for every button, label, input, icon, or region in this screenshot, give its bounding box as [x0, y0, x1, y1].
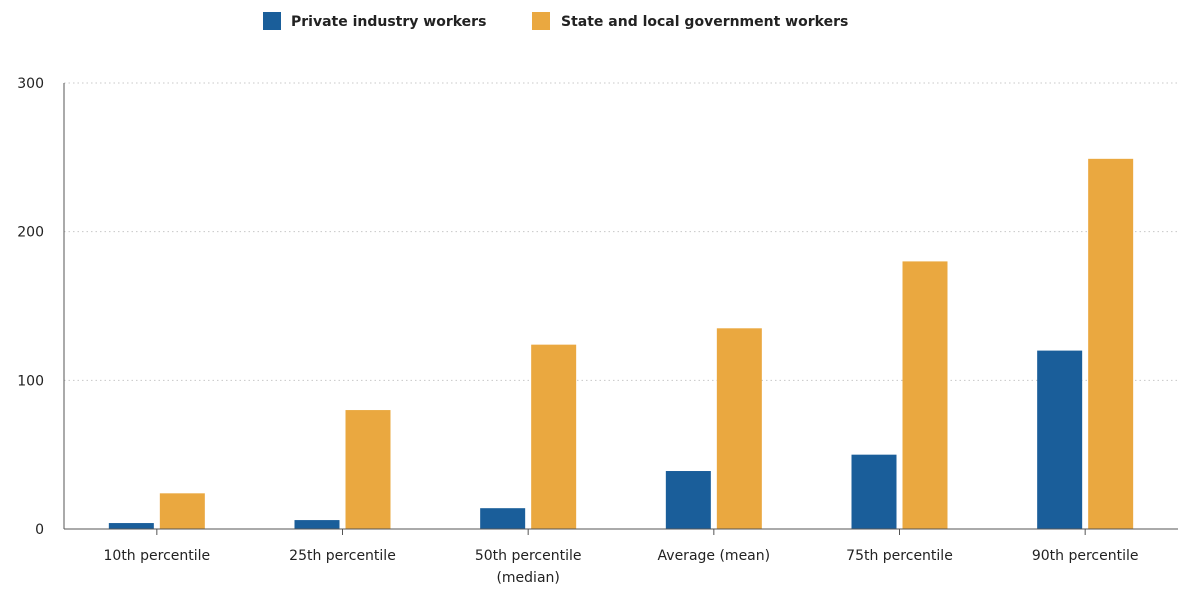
bar-state-local-5 [1088, 158, 1134, 529]
bar-state-local-3 [716, 328, 762, 529]
legend-label-state-local-government: State and local government workers [561, 14, 848, 30]
x-tick-label-5: 90th percentile [1032, 548, 1139, 564]
bar-state-local-4 [902, 261, 948, 529]
y-tick-label-100: 100 [17, 373, 44, 389]
bar-private-2 [480, 508, 526, 529]
x-tick-label-2: 50th percentile (median) [475, 548, 582, 586]
x-tick-label-3: Average (mean) [658, 548, 771, 564]
y-tick-label-200: 200 [17, 225, 44, 241]
bars [108, 158, 1134, 529]
x-tick-label-4: 75th percentile [846, 548, 953, 564]
bar-state-local-2 [531, 344, 577, 529]
legend-label-private-industry: Private industry workers [291, 14, 486, 30]
x-tick-label-1: 25th percentile [289, 548, 396, 564]
bar-private-3 [665, 471, 711, 529]
bar-private-1 [294, 520, 340, 529]
y-tick-label-0: 0 [35, 522, 44, 538]
bar-private-5 [1037, 350, 1083, 529]
y-tick-label-300: 300 [17, 76, 44, 92]
bar-state-local-0 [159, 493, 205, 529]
bar-state-local-1 [345, 410, 391, 529]
legend: Private industry workers State and local… [263, 12, 848, 30]
x-axis-ticks: 10th percentile 25th percentile 50th perce… [104, 529, 1139, 586]
y-axis-ticks: 0 100 200 300 [17, 76, 44, 538]
x-tick-label-0: 10th percentile [104, 548, 211, 564]
legend-swatch-private-industry [263, 12, 281, 30]
gridlines [64, 82, 1178, 381]
legend-swatch-state-local-government [532, 12, 550, 30]
bar-private-4 [851, 454, 897, 529]
bar-private-0 [108, 523, 154, 529]
